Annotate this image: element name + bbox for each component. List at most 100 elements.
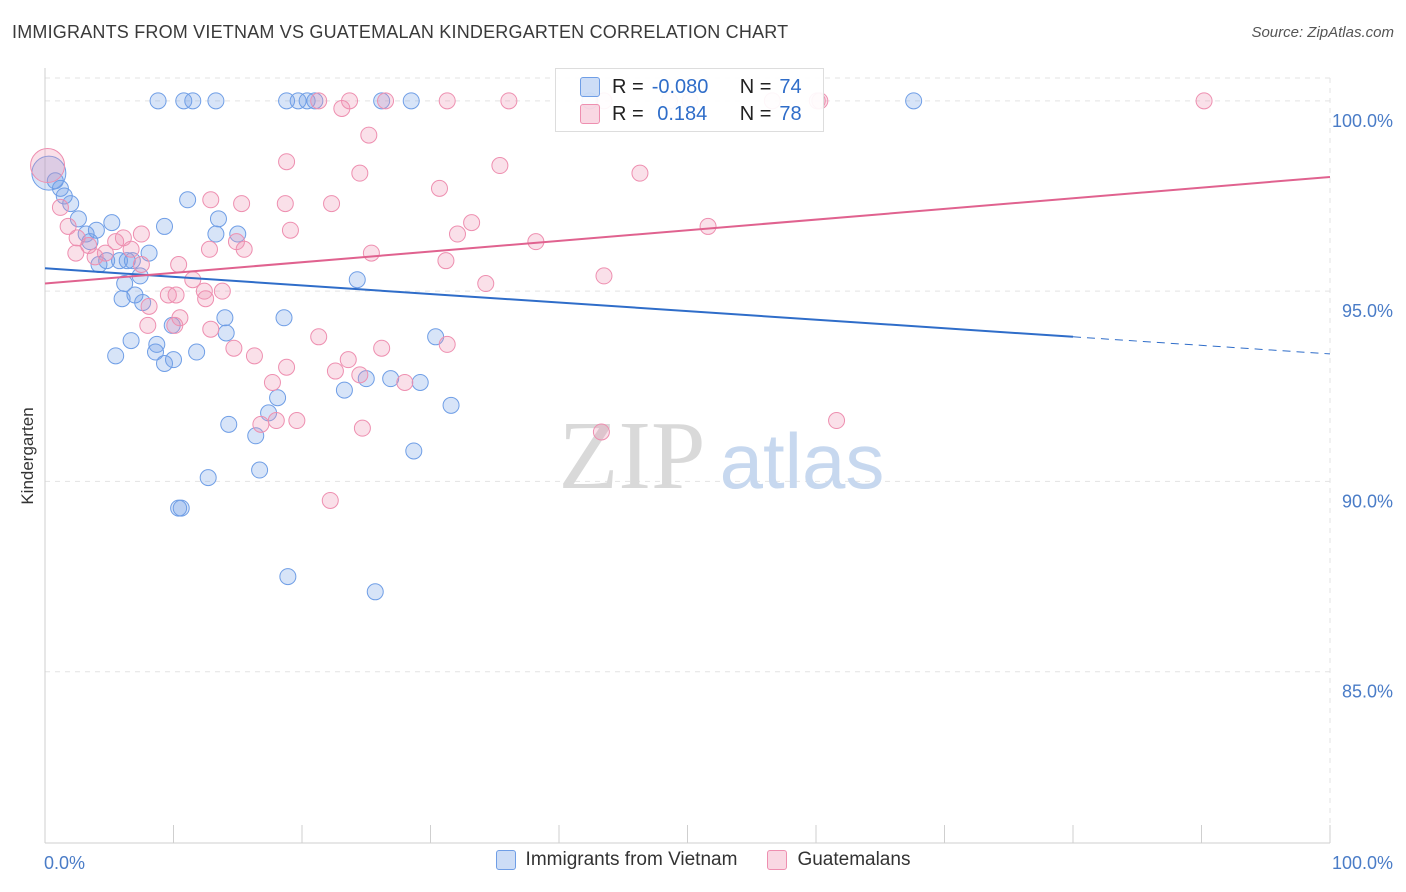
data-point — [156, 217, 174, 235]
data-point — [199, 469, 217, 487]
data-point — [275, 309, 293, 327]
data-point — [59, 217, 77, 235]
data-point — [373, 92, 391, 110]
data-point — [396, 373, 414, 391]
data-point — [1195, 92, 1213, 110]
data-point — [122, 332, 140, 350]
stats-r-value-vietnam: -0.080 — [651, 75, 709, 98]
data-point — [373, 339, 391, 357]
data-point — [139, 316, 157, 334]
y-tick-label: 90.0% — [1342, 491, 1393, 511]
legend: Immigrants from Vietnam Guatemalans — [0, 849, 1406, 871]
data-point — [67, 244, 85, 262]
data-point — [200, 240, 218, 258]
data-point — [197, 290, 215, 308]
data-point — [366, 583, 384, 601]
stats-row-vietnam: R = -0.080 N = 74 — [580, 74, 802, 100]
data-point — [213, 282, 231, 300]
axes — [44, 68, 1331, 844]
data-point — [149, 92, 167, 110]
data-point — [448, 225, 466, 243]
trend-line-guatemalans — [44, 175, 1331, 285]
stats-r-value-guatemalans: 0.184 — [651, 102, 708, 125]
data-point — [107, 347, 125, 365]
data-point — [405, 442, 423, 460]
data-point — [171, 309, 189, 327]
y-tick-label: 100.0% — [1332, 111, 1393, 131]
source-label: Source: ZipAtlas.com — [1251, 24, 1394, 41]
data-point — [278, 92, 296, 110]
data-point — [165, 351, 182, 369]
y-tick-label: 95.0% — [1342, 301, 1393, 321]
data-point — [438, 92, 456, 110]
data-point — [323, 195, 341, 213]
stats-row-guatemalans: R = 0.184 N = 78 — [580, 101, 802, 127]
data-point — [353, 419, 371, 437]
data-point — [339, 351, 357, 369]
data-point — [216, 309, 234, 327]
data-point — [107, 233, 125, 251]
data-point — [592, 423, 610, 441]
stats-r-label: R = — [612, 75, 644, 98]
data-point — [279, 568, 297, 586]
data-point — [351, 366, 369, 384]
data-point — [179, 191, 197, 209]
data-point — [351, 164, 369, 182]
watermark-atlas: atlas — [720, 417, 885, 505]
stats-r-label: R = — [612, 102, 644, 125]
data-point — [202, 191, 220, 209]
data-point — [263, 373, 281, 391]
data-point — [310, 328, 328, 346]
data-point — [51, 198, 69, 216]
trend-lines — [44, 175, 1331, 355]
data-point — [267, 412, 285, 430]
trend-line-vietnam — [44, 267, 1074, 338]
data-point — [251, 461, 269, 479]
data-point — [360, 126, 378, 144]
data-point — [159, 286, 177, 304]
trend-line-vietnam-extension — [1072, 336, 1331, 355]
data-point — [306, 92, 324, 110]
data-point — [595, 267, 613, 285]
data-point — [631, 164, 649, 182]
data-point — [276, 195, 294, 213]
data-point — [252, 415, 270, 433]
data-point — [175, 92, 193, 110]
data-point — [463, 214, 481, 232]
data-point — [30, 148, 66, 184]
data-point — [500, 92, 518, 110]
data-point — [382, 370, 400, 388]
data-point — [341, 92, 359, 110]
legend-item-vietnam[interactable]: Immigrants from Vietnam — [495, 849, 737, 871]
data-point — [51, 179, 69, 197]
data-point — [172, 499, 190, 517]
data-point — [477, 275, 495, 293]
y-tick-label: 85.0% — [1342, 682, 1393, 702]
stats-swatch-vietnam — [580, 77, 600, 97]
watermark: ZIP atlas — [559, 402, 885, 510]
data-point — [122, 240, 140, 258]
data-point — [438, 335, 456, 353]
data-point — [184, 92, 202, 110]
legend-item-guatemalans[interactable]: Guatemalans — [767, 849, 910, 871]
data-point — [132, 255, 150, 273]
data-point — [442, 396, 460, 414]
data-point — [202, 320, 220, 338]
data-point — [209, 210, 227, 228]
legend-label-guatemalans: Guatemalans — [797, 849, 911, 870]
chart-title: IMMIGRANTS FROM VIETNAM VS GUATEMALAN KI… — [12, 22, 789, 42]
data-point — [288, 412, 306, 430]
stats-swatch-guatemalans — [580, 104, 600, 124]
data-point — [207, 225, 225, 243]
data-point — [87, 221, 105, 239]
stats-n-value-vietnam: 74 — [779, 75, 802, 98]
data-point — [103, 214, 121, 232]
data-point — [278, 153, 296, 171]
data-point — [96, 244, 114, 262]
x-tick-label-start: 0.0% — [44, 853, 85, 873]
data-point — [220, 415, 238, 433]
data-point — [245, 347, 263, 365]
watermark-zip: ZIP — [559, 402, 706, 510]
data-point — [118, 252, 136, 270]
data-point — [225, 339, 243, 357]
